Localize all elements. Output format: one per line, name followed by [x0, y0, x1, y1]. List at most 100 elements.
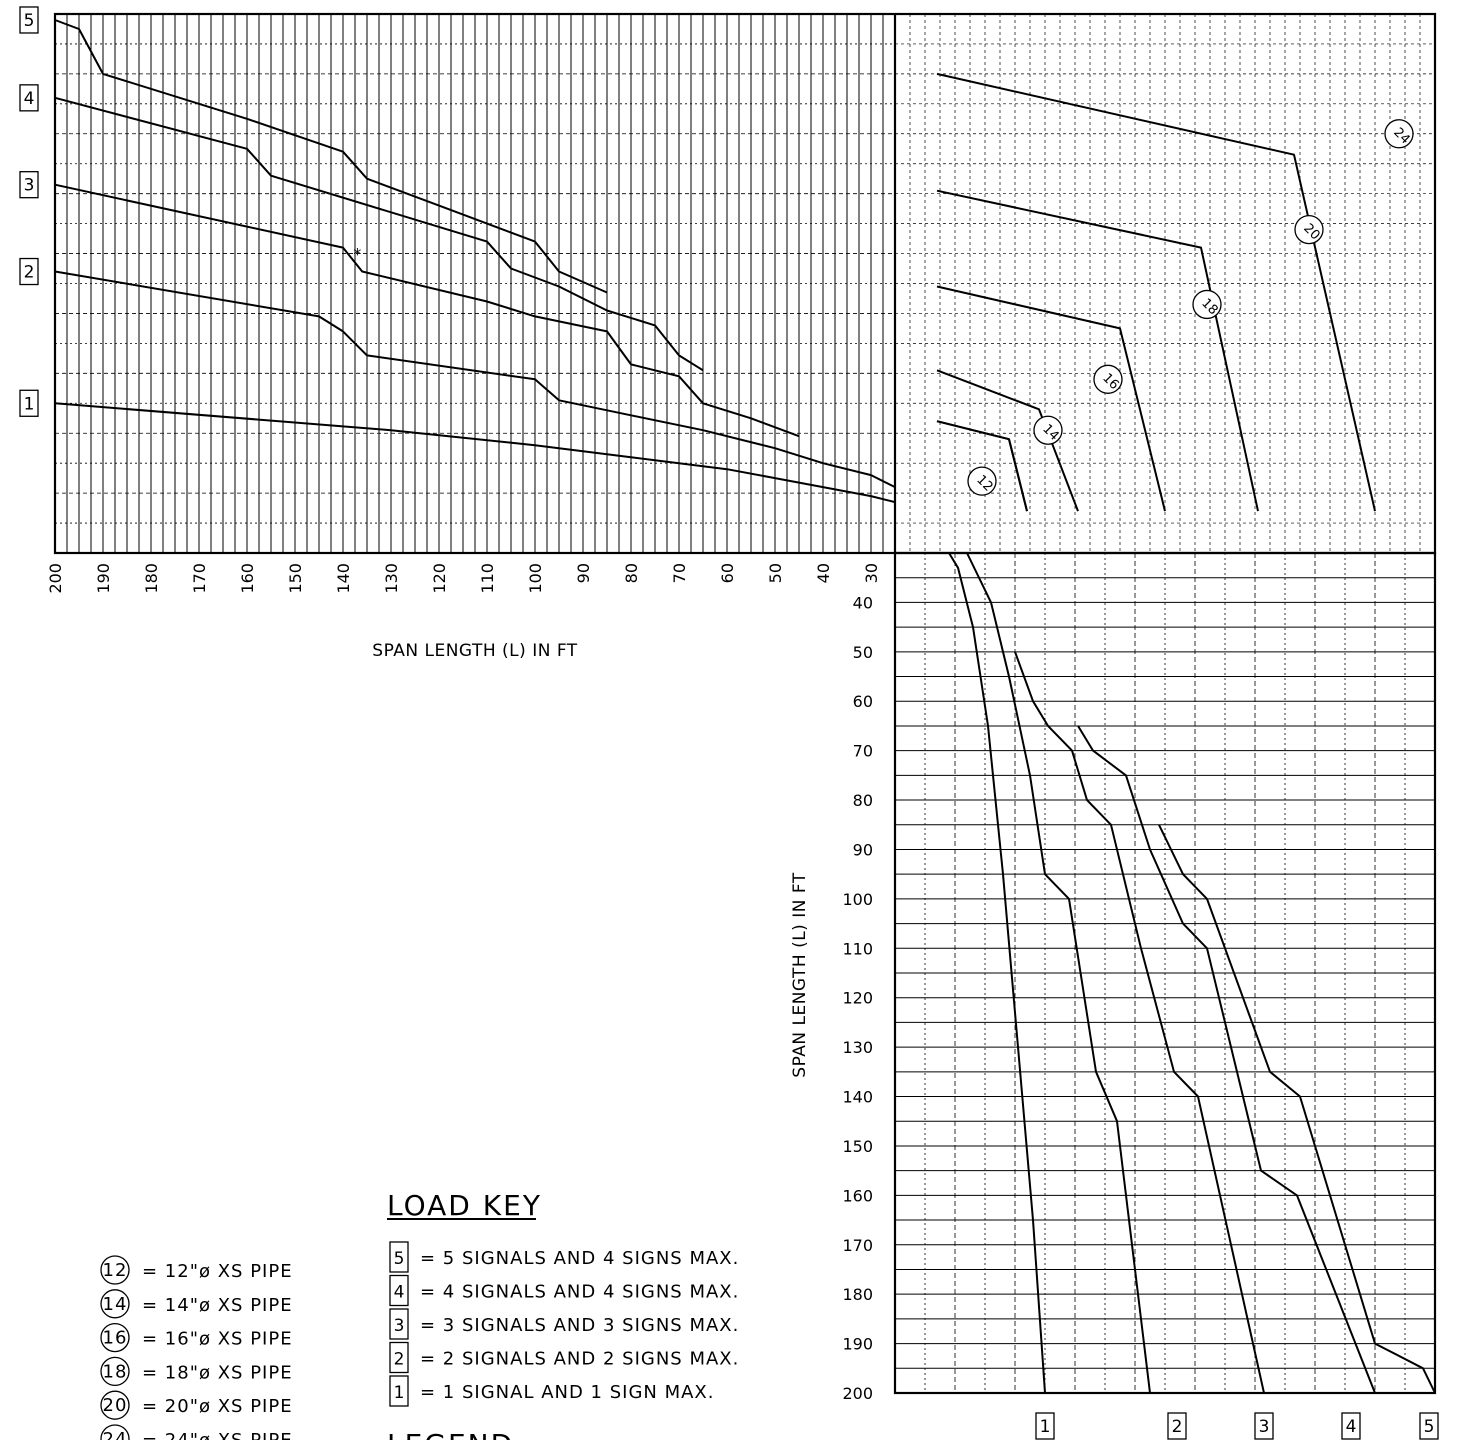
x-tick-label: 90: [574, 563, 593, 583]
box-label: 1: [1040, 1417, 1051, 1437]
x-tick-label: 60: [718, 563, 737, 583]
x-tick-label: 170: [190, 563, 209, 594]
load-curve-2: [966, 552, 1151, 1394]
load-key-item: 4 = 4 SIGNALS AND 4 SIGNS MAX.: [389, 1274, 738, 1307]
y-tick-label: 90: [853, 840, 873, 859]
box-label: 1: [24, 394, 35, 414]
y-tick-label: 180: [842, 1285, 873, 1304]
load-marker-bottom-1: 1: [1035, 1412, 1055, 1440]
pipe-label-20: 20: [1294, 214, 1324, 245]
x-tick-label: 180: [142, 563, 161, 594]
pipe-curve-14: [936, 420, 1028, 512]
legend-number: 24: [103, 1429, 128, 1440]
load-key-item: 5 = 5 SIGNALS AND 4 SIGNS MAX.: [389, 1241, 739, 1273]
y-tick-label: 40: [853, 593, 873, 612]
box-label: 4: [24, 89, 35, 109]
pipe-label-16: 16: [1093, 364, 1123, 394]
y-tick-label: 160: [842, 1186, 873, 1205]
x-tick-label: 70: [670, 563, 689, 583]
y-tick-label: 60: [853, 692, 873, 711]
legend-item: 16 = 16"ø XS PIPE: [100, 1322, 292, 1353]
y-tick-label: 130: [842, 1038, 873, 1057]
box-frame: [1341, 1412, 1361, 1440]
legend-circle: [100, 1289, 130, 1319]
design-curves: [54, 19, 1436, 1394]
x-tick-label: 190: [94, 563, 113, 594]
panel-frames: [53, 12, 1437, 1395]
load-key-title: LOAD KEY: [387, 1189, 542, 1222]
x-tick-label: 130: [382, 563, 401, 594]
bottom-right-grid: [895, 553, 1435, 1393]
circle-frame: [1294, 214, 1324, 245]
pipe-label-12: 12: [967, 466, 997, 496]
x-tick-label: 110: [478, 563, 497, 594]
legend-text: = 24"ø XS PIPE: [142, 1430, 293, 1440]
legend-circle: [100, 1356, 130, 1387]
top-frame: [53, 12, 1437, 555]
load-marker-bottom-5: 5: [1419, 1412, 1439, 1440]
pipe-label-14: 14: [1033, 415, 1063, 445]
box-label: 3: [1259, 1417, 1270, 1437]
legend-text: = 12"ø XS PIPE: [142, 1261, 293, 1282]
legend-circle: [100, 1424, 130, 1440]
load-marker-5: 5: [19, 6, 39, 34]
load-key-number: 1: [394, 1383, 405, 1403]
legend-circle: [100, 1390, 130, 1420]
load-marker-4: 4: [19, 84, 39, 112]
legend-text: = 20"ø XS PIPE: [142, 1396, 293, 1417]
circle-frame: [1033, 415, 1063, 445]
box-frame: [1419, 1412, 1439, 1440]
circle-frame: [967, 466, 997, 496]
load-key-box: [389, 1274, 409, 1307]
box-frame: [19, 84, 39, 112]
load-key-text: = 1 SIGNAL AND 1 SIGN MAX.: [420, 1382, 715, 1403]
y-tick-label: 170: [842, 1236, 873, 1255]
load-key-number: 3: [394, 1316, 405, 1336]
y-tick-label: 200: [842, 1384, 873, 1403]
load-curve-5: [1158, 824, 1436, 1394]
box-frame: [1035, 1412, 1055, 1440]
pipe-curve-20: [936, 189, 1259, 512]
top-right-grid: [895, 14, 1435, 553]
legend-item: 18 = 18"ø XS PIPE: [100, 1356, 292, 1387]
pipe-curve-24: [936, 72, 1376, 512]
load-curve-3: [1014, 651, 1265, 1394]
y-tick-label: 140: [842, 1088, 873, 1107]
load-curve-1: [948, 552, 1046, 1394]
load-key-item: 1 = 1 SIGNAL AND 1 SIGN MAX.: [389, 1375, 715, 1407]
legend-title: LEGEND: [387, 1428, 514, 1440]
box-label: 2: [24, 263, 35, 283]
legend-item: 14 = 14"ø XS PIPE: [100, 1289, 293, 1319]
y-tick-label: 70: [853, 742, 873, 761]
load-key-box: [389, 1375, 409, 1407]
box-frame: [19, 171, 39, 199]
load-key-text: = 5 SIGNALS AND 4 SIGNS MAX.: [420, 1248, 739, 1269]
x-tick-label: 120: [430, 563, 449, 594]
y-tick-label: 110: [842, 939, 873, 958]
circle-frame: [1093, 364, 1123, 394]
legend-item: 20 = 20"ø XS PIPE: [100, 1390, 293, 1420]
box-frame: [19, 389, 39, 417]
top-left-grid: [54, 14, 896, 553]
circle-frame: [1192, 289, 1222, 320]
load-key-number: 2: [394, 1350, 405, 1370]
box-label: 2: [1172, 1417, 1183, 1437]
x-axis-title: SPAN LENGTH (L) IN FT: [372, 641, 578, 661]
asterisk-marker: *: [353, 245, 361, 264]
load-marker-bottom-4: 4: [1341, 1412, 1361, 1440]
y-tick-label: 150: [842, 1137, 873, 1156]
x-tick-label: 100: [526, 563, 545, 594]
axis-tick-labels: 200 190 180 170 160 150 140 130 120 110 100 90 80 70 6…: [46, 563, 881, 1403]
box-label: 4: [1346, 1417, 1357, 1437]
bottom-right-frame: [893, 551, 1437, 1395]
legend-text: = 14"ø XS PIPE: [142, 1295, 293, 1316]
load-curve-5: [54, 19, 608, 294]
box-label: 5: [1424, 1417, 1435, 1437]
box-label: 3: [24, 176, 35, 196]
x-tick-label: 40: [814, 563, 833, 583]
y-tick-label: 190: [842, 1335, 873, 1354]
load-key-number: 4: [394, 1283, 405, 1303]
load-marker-2: 2: [19, 257, 39, 286]
